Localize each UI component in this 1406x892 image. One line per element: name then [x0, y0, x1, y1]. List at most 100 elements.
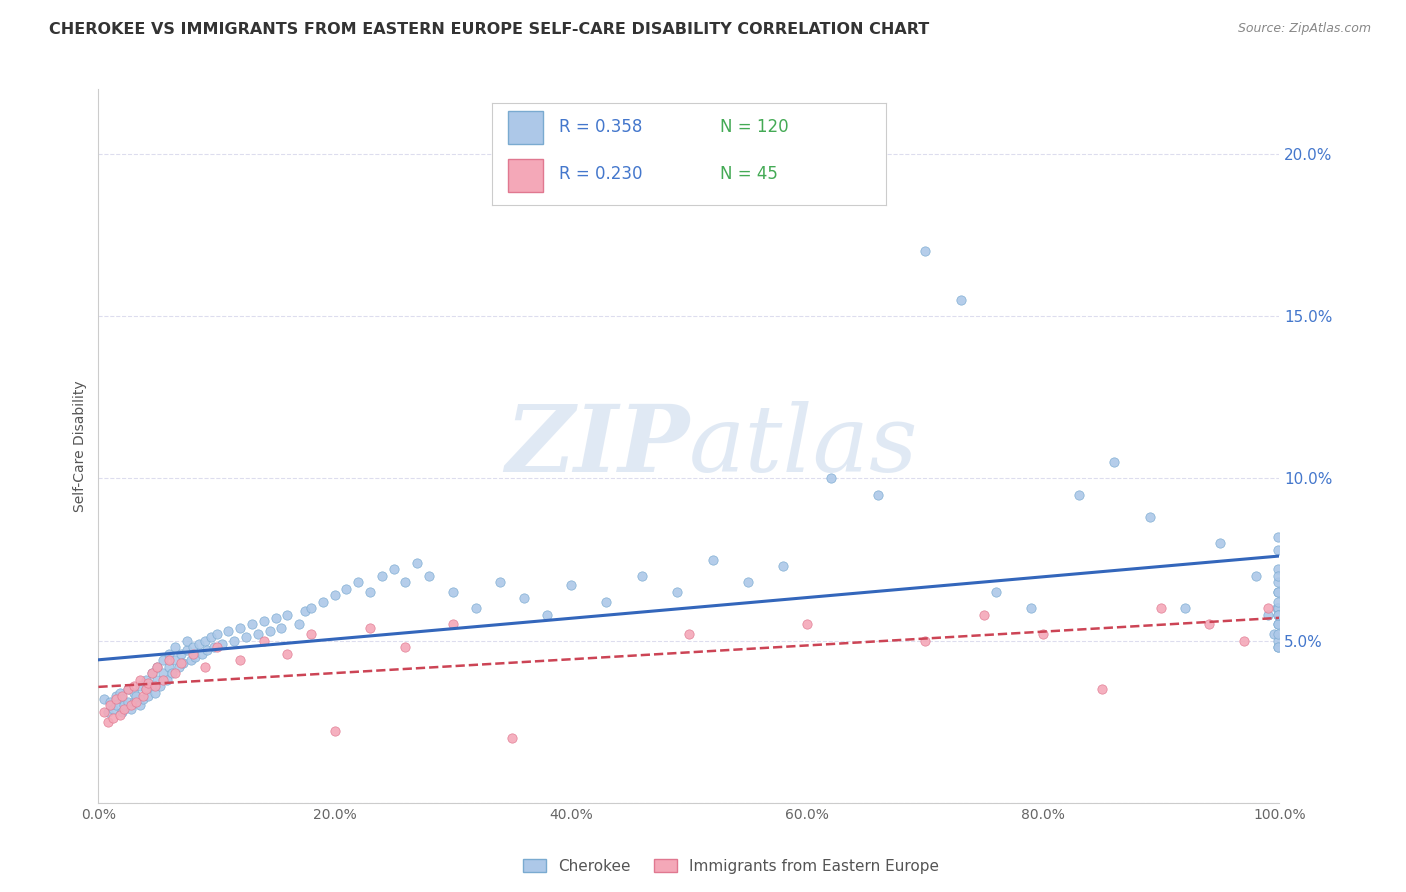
Point	[135, 682, 157, 697]
Point	[105, 692, 128, 706]
Point	[394, 640, 416, 654]
Point	[678, 627, 700, 641]
FancyBboxPatch shape	[508, 159, 543, 192]
Point	[382, 562, 405, 576]
Point	[98, 698, 121, 713]
Point	[1267, 585, 1289, 599]
Point	[132, 689, 155, 703]
Point	[501, 731, 523, 745]
Point	[949, 293, 972, 307]
Point	[117, 682, 139, 697]
Point	[146, 673, 169, 687]
Point	[359, 621, 381, 635]
Point	[157, 653, 180, 667]
Point	[914, 244, 936, 259]
Point	[132, 692, 155, 706]
Point	[112, 702, 135, 716]
Point	[1067, 488, 1090, 502]
Point	[111, 692, 134, 706]
Point	[117, 695, 139, 709]
Point	[101, 711, 124, 725]
Point	[176, 633, 198, 648]
Point	[156, 673, 179, 687]
Point	[1091, 682, 1114, 697]
Point	[312, 595, 335, 609]
Point	[489, 575, 512, 590]
Point	[866, 488, 889, 502]
Point	[335, 582, 357, 596]
Point	[253, 614, 276, 628]
Point	[560, 578, 582, 592]
Text: R = 0.358: R = 0.358	[560, 119, 643, 136]
Point	[187, 637, 209, 651]
Point	[136, 675, 159, 690]
Point	[98, 695, 121, 709]
Point	[111, 689, 134, 703]
Point	[1102, 455, 1125, 469]
Point	[820, 471, 842, 485]
Point	[181, 647, 204, 661]
Point	[1257, 607, 1279, 622]
FancyBboxPatch shape	[508, 111, 543, 144]
Point	[1257, 601, 1279, 615]
Point	[1267, 607, 1289, 622]
Point	[191, 647, 214, 661]
Point	[105, 698, 128, 713]
Point	[146, 659, 169, 673]
Point	[152, 666, 174, 681]
Point	[371, 568, 394, 582]
Point	[172, 657, 194, 671]
Point	[394, 575, 416, 590]
Point	[914, 633, 936, 648]
Point	[97, 714, 120, 729]
Point	[1267, 595, 1289, 609]
Point	[149, 679, 172, 693]
Point	[1267, 601, 1289, 615]
Point	[157, 647, 180, 661]
Point	[200, 631, 222, 645]
Point	[536, 607, 558, 622]
Point	[288, 617, 311, 632]
Point	[170, 647, 193, 661]
Point	[595, 595, 617, 609]
Point	[1267, 607, 1289, 622]
Point	[194, 633, 217, 648]
Point	[121, 702, 143, 716]
Point	[1233, 633, 1256, 648]
Point	[224, 633, 246, 648]
Point	[1267, 568, 1289, 582]
Point	[1267, 562, 1289, 576]
Point	[108, 708, 131, 723]
Point	[229, 653, 252, 667]
Point	[323, 588, 346, 602]
Point	[117, 682, 139, 697]
Text: CHEROKEE VS IMMIGRANTS FROM EASTERN EUROPE SELF-CARE DISABILITY CORRELATION CHAR: CHEROKEE VS IMMIGRANTS FROM EASTERN EURO…	[49, 22, 929, 37]
Point	[176, 643, 198, 657]
Point	[323, 724, 346, 739]
Point	[347, 575, 370, 590]
Point	[121, 698, 143, 713]
Point	[205, 627, 228, 641]
Point	[217, 624, 239, 638]
Point	[1267, 627, 1289, 641]
Point	[246, 627, 269, 641]
Point	[194, 659, 217, 673]
Point	[984, 585, 1007, 599]
Point	[1032, 627, 1054, 641]
Point	[441, 585, 464, 599]
Point	[165, 666, 187, 681]
Point	[1267, 617, 1289, 632]
Point	[1209, 536, 1232, 550]
Point	[152, 653, 174, 667]
Point	[125, 689, 148, 703]
Point	[160, 666, 183, 681]
Point	[276, 607, 298, 622]
Point	[294, 604, 316, 618]
Point	[108, 685, 131, 699]
Point	[180, 653, 202, 667]
Point	[211, 637, 233, 651]
Point	[128, 679, 150, 693]
Point	[235, 631, 257, 645]
Point	[1139, 510, 1161, 524]
Point	[184, 649, 207, 664]
